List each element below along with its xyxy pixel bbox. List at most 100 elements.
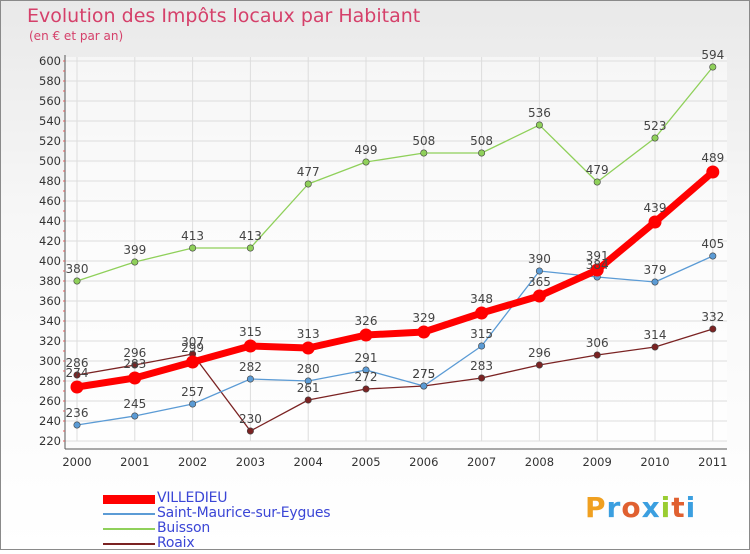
data-point <box>590 263 604 277</box>
data-point <box>189 244 197 252</box>
data-label: 523 <box>644 119 667 133</box>
data-point <box>246 244 254 252</box>
data-point <box>304 377 312 385</box>
data-point <box>478 342 486 350</box>
data-label: 405 <box>701 237 724 251</box>
data-label: 439 <box>644 201 667 215</box>
x-tick-label: 2003 <box>236 455 265 469</box>
data-point <box>362 366 370 374</box>
data-point <box>535 267 543 275</box>
data-point <box>186 355 200 369</box>
logo-letter: P <box>585 491 607 524</box>
data-label: 399 <box>123 243 146 257</box>
y-tick-label: 540 <box>39 114 61 128</box>
y-tick-label: 240 <box>39 414 61 428</box>
y-tick-label: 560 <box>39 94 61 108</box>
data-label: 299 <box>181 341 204 355</box>
y-tick-label: 500 <box>39 154 61 168</box>
data-point <box>478 149 486 157</box>
data-label: 245 <box>123 397 146 411</box>
data-label: 365 <box>528 275 551 289</box>
chart-subtitle: (en € et par an) <box>29 29 124 43</box>
y-tick-label: 580 <box>39 74 61 88</box>
x-tick-label: 2002 <box>178 455 207 469</box>
data-label: 315 <box>239 325 262 339</box>
x-tick-label: 2004 <box>294 455 323 469</box>
legend-label: VILLEDIEU <box>157 490 228 506</box>
data-label: 479 <box>586 163 609 177</box>
data-label: 296 <box>528 346 551 360</box>
data-label: 307 <box>181 335 204 349</box>
data-point <box>420 149 428 157</box>
data-point <box>651 278 659 286</box>
legend-label: Buisson <box>157 520 210 536</box>
legend-swatch <box>103 494 155 504</box>
data-label: 380 <box>66 262 89 276</box>
y-tick-label: 480 <box>39 174 61 188</box>
data-label: 315 <box>470 327 493 341</box>
logo-letter: r <box>606 491 622 524</box>
data-label: 384 <box>586 258 609 272</box>
data-label: 390 <box>528 252 551 266</box>
proxiti-logo: Proxiti <box>585 491 696 524</box>
legend-swatch <box>103 513 155 515</box>
data-point <box>70 380 84 394</box>
y-tick-label: 340 <box>39 314 61 328</box>
x-tick-label: 2011 <box>698 455 727 469</box>
y-tick-label: 280 <box>39 374 61 388</box>
data-point <box>246 375 254 383</box>
data-point <box>709 63 717 71</box>
y-tick-label: 260 <box>39 394 61 408</box>
data-label: 261 <box>297 381 320 395</box>
data-label: 329 <box>412 311 435 325</box>
data-label: 282 <box>239 360 262 374</box>
data-label: 257 <box>181 385 204 399</box>
x-tick-label: 2007 <box>467 455 496 469</box>
data-label: 594 <box>701 48 724 62</box>
data-label: 272 <box>355 370 378 384</box>
x-tick-label: 2000 <box>62 455 91 469</box>
data-label: 489 <box>701 151 724 165</box>
data-point <box>535 361 543 369</box>
data-point <box>73 421 81 429</box>
data-label: 536 <box>528 106 551 120</box>
y-tick-label: 300 <box>39 354 61 368</box>
x-tick-label: 2006 <box>409 455 438 469</box>
y-tick-label: 520 <box>39 134 61 148</box>
y-tick-label: 420 <box>39 234 61 248</box>
data-label: 326 <box>355 314 378 328</box>
series-line-3 <box>76 328 713 432</box>
logo-letter: i <box>685 491 697 524</box>
data-label: 306 <box>586 336 609 350</box>
x-tick-label: 2010 <box>640 455 669 469</box>
logo-letter: o <box>621 491 642 524</box>
data-point <box>651 343 659 351</box>
data-label: 508 <box>412 134 435 148</box>
y-tick-label: 440 <box>39 214 61 228</box>
data-label: 379 <box>644 263 667 277</box>
data-point <box>706 165 720 179</box>
y-tick-label: 600 <box>39 54 61 68</box>
x-tick-label: 2001 <box>120 455 149 469</box>
data-point <box>651 134 659 142</box>
data-point <box>417 325 431 339</box>
data-point <box>593 178 601 186</box>
series-line-0 <box>76 169 716 391</box>
data-point <box>243 339 257 353</box>
data-point <box>189 400 197 408</box>
data-label: 348 <box>470 292 493 306</box>
data-point <box>478 374 486 382</box>
x-tick-label: 2008 <box>525 455 554 469</box>
y-tick-label: 360 <box>39 294 61 308</box>
data-label: 275 <box>412 367 435 381</box>
data-point <box>475 306 489 320</box>
data-point <box>709 252 717 260</box>
x-tick-label: 2005 <box>351 455 380 469</box>
x-tick-label: 2009 <box>583 455 612 469</box>
y-tick-label: 380 <box>39 274 61 288</box>
data-point <box>593 351 601 359</box>
data-point <box>246 427 254 435</box>
data-label: 477 <box>297 165 320 179</box>
logo-letter: i <box>660 491 672 524</box>
